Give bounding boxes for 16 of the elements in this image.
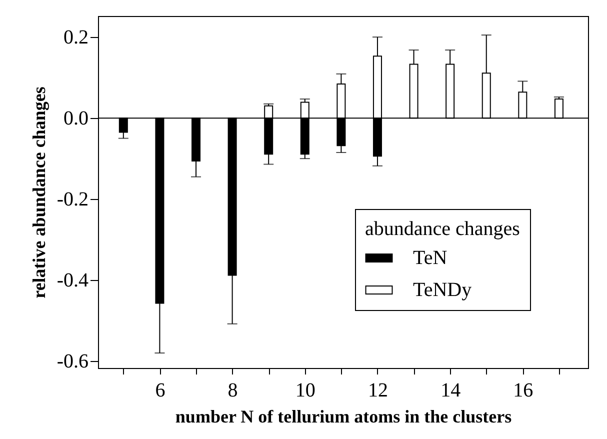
y-tick-label: 0.0 [64,108,88,130]
legend-label: TeN [413,247,448,269]
y-tick-label: -0.2 [56,188,88,211]
legend-label: TeNDy [413,279,472,301]
x-tick-label: 14 [440,380,461,402]
y-tick-label: -0.4 [56,270,88,292]
x-tick-label: 16 [513,380,534,402]
x-axis-title: number N of tellurium atoms in the clusters [175,406,512,426]
y-tick-label: -0.6 [56,350,88,373]
x-tick-label: 12 [368,380,388,402]
x-tick-label: 8 [228,380,238,402]
y-axis-title: relative abundance changes [28,86,49,298]
legend-title: abundance changes [365,218,520,240]
x-tick-label: 6 [155,380,166,402]
x-tick-label: 10 [295,380,316,402]
y-tick-label: 0.2 [64,26,88,49]
